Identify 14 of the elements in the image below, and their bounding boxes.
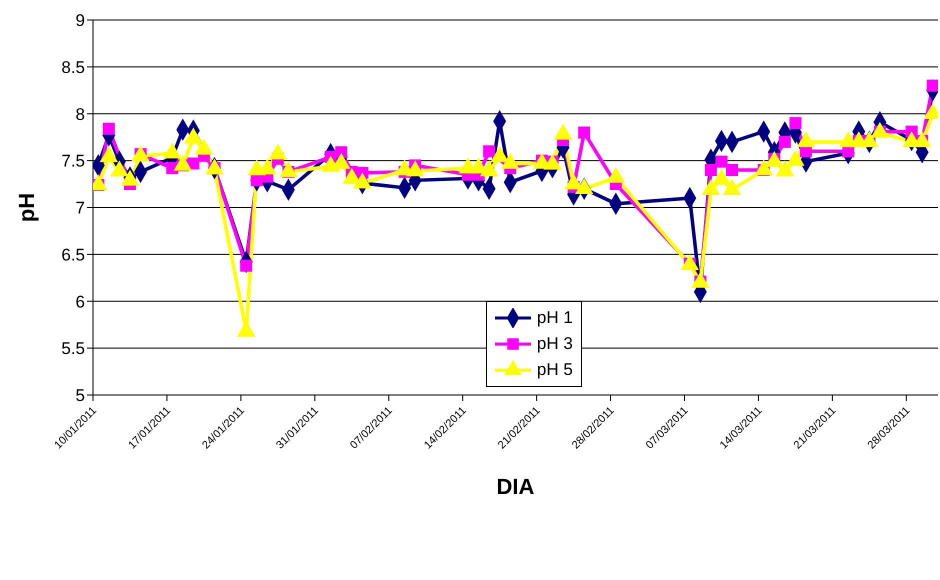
- legend-label: pH 3: [536, 334, 573, 354]
- y-axis-title: pH: [14, 192, 39, 222]
- y-tick-label: 7.5: [61, 152, 85, 171]
- legend-label: pH 1: [536, 308, 573, 328]
- y-tick-label: 7: [76, 198, 85, 218]
- y-tick-label: 6.5: [61, 245, 85, 264]
- y-tick-label: 5.5: [61, 339, 85, 358]
- y-tick-label: 9: [76, 11, 85, 30]
- y-tick-label: 8.5: [61, 58, 85, 77]
- y-tick-label: 8: [76, 104, 85, 124]
- y-tick-label: 5: [76, 386, 85, 406]
- y-tick-label: 6: [76, 292, 85, 312]
- x-axis-title: DIA: [496, 474, 535, 499]
- legend-label: pH 5: [536, 360, 573, 380]
